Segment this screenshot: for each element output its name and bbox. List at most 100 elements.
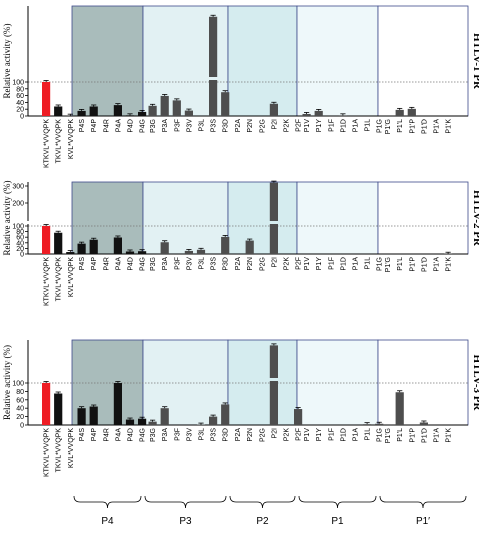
x-tick-label: P2K: [284, 257, 291, 271]
x-tick-label: P1F: [328, 119, 335, 132]
x-tick-label: P2K: [284, 428, 291, 442]
bar: [314, 110, 323, 116]
y-tick-label: 100: [12, 381, 24, 388]
bar: [338, 115, 347, 116]
bar: [54, 232, 63, 254]
x-tick-label: P2G: [259, 428, 266, 442]
x-tick-label: P3D: [223, 428, 230, 442]
bar: [172, 100, 181, 116]
x-tick-label: P1'A: [434, 257, 441, 272]
bar: [294, 409, 303, 425]
x-tick-label: P3L: [199, 428, 206, 441]
bar: [269, 103, 278, 116]
x-tick-label: KTKVL*VVQPK: [44, 428, 51, 477]
group-bracket: [379, 495, 467, 509]
region-4: [296, 339, 379, 426]
region-4: [296, 5, 379, 117]
x-tick-label: P4S: [79, 257, 86, 271]
y-tick-label: 40: [16, 100, 24, 107]
x-tick-label: P1A: [353, 119, 360, 133]
y-axis-label: Relative activity (%): [2, 181, 12, 256]
x-tick-label: P3D: [223, 257, 230, 271]
x-tick-label: P1'K: [446, 257, 453, 272]
y-tick-label: 80: [16, 389, 24, 396]
bar: [89, 406, 98, 425]
bar: [66, 252, 75, 254]
y-axis-label: Relative activity (%): [2, 24, 12, 99]
region-3: [227, 5, 298, 117]
x-tick-label: P4P: [91, 119, 98, 133]
x-tick-label: P4A: [115, 119, 122, 133]
x-tick-label: P1'G: [385, 257, 392, 272]
x-tick-label: P2I: [271, 119, 278, 130]
x-tick-label: P4D: [128, 119, 135, 133]
bar: [125, 115, 135, 116]
x-tick-label: P1D: [340, 119, 347, 133]
x-tick-label: P1'P: [409, 257, 416, 272]
axis-break: [25, 221, 31, 224]
region-5: [377, 339, 469, 426]
y-tick-label: 200: [12, 201, 24, 208]
bar: [221, 404, 230, 425]
x-tick-label: P3A: [162, 428, 169, 442]
x-tick-label: P1L: [365, 119, 372, 132]
x-tick-label: P3F: [174, 119, 181, 132]
x-tick-label: P1L: [365, 257, 372, 270]
x-tick-label: P1L: [365, 428, 372, 441]
bar: [269, 182, 278, 254]
bar: [395, 392, 404, 425]
bar: [77, 408, 86, 425]
x-tick-label: P4P: [91, 428, 98, 442]
bar-break: [268, 378, 279, 381]
bar: [245, 240, 254, 254]
x-tick-label: P2N: [247, 428, 254, 442]
x-tick-label: P1'G: [385, 428, 392, 443]
bar-break: [268, 221, 279, 224]
x-tick-label: P1'D: [421, 119, 428, 134]
y-tick-label: 20: [16, 246, 24, 253]
bar: [77, 110, 86, 116]
x-tick-label: P3S: [211, 119, 218, 133]
y-tick-label: 0: [20, 423, 24, 430]
y-tick-label: 20: [16, 107, 24, 114]
x-tick-label: P2G: [259, 257, 266, 271]
bar: [42, 226, 51, 254]
x-tick-label: P4A: [115, 257, 122, 271]
x-tick-label: P1V: [304, 119, 311, 133]
y-tick-label: 40: [16, 240, 24, 247]
x-tick-label: P4D: [128, 257, 135, 271]
y-tick-label: 20: [16, 414, 24, 421]
y-tick-label: 60: [16, 397, 24, 404]
x-tick-label: P1'A: [434, 428, 441, 443]
y-tick-label: 100: [12, 224, 24, 231]
x-tick-label: P2K: [284, 119, 291, 133]
bar: [209, 16, 218, 116]
x-tick-label: P1Y: [316, 119, 323, 133]
x-tick-label: P3F: [174, 428, 181, 441]
bar: [113, 105, 122, 116]
bar: [363, 424, 372, 425]
x-tick-label: P1'K: [446, 119, 453, 134]
y-tick-label: 40: [16, 406, 24, 413]
x-tick-label: P4G: [140, 428, 147, 442]
x-tick-label: P3S: [211, 428, 218, 442]
x-tick-label: P4P: [91, 257, 98, 271]
panel-title: HTLV-3 PR: [471, 355, 479, 412]
x-tick-label: P3F: [174, 257, 181, 270]
bar: [419, 422, 428, 425]
x-tick-label: P1'D: [421, 257, 428, 272]
y-tick-label: 60: [16, 235, 24, 242]
x-tick-label: KVL*VVQPK: [68, 428, 75, 468]
bar: [113, 383, 122, 425]
y-axis-label: Relative activity (%): [2, 345, 12, 420]
group-label: P3: [179, 516, 192, 527]
x-tick-label: P2F: [296, 257, 303, 270]
x-tick-label: TKVL*VVQPK: [56, 428, 63, 473]
x-tick-label: P1G: [377, 428, 384, 442]
bar: [395, 109, 404, 116]
y-tick-label: 60: [16, 93, 24, 100]
bar: [138, 251, 147, 254]
bar: [160, 242, 169, 254]
x-tick-label: P1F: [328, 257, 335, 270]
x-tick-label: P1G: [377, 119, 384, 133]
